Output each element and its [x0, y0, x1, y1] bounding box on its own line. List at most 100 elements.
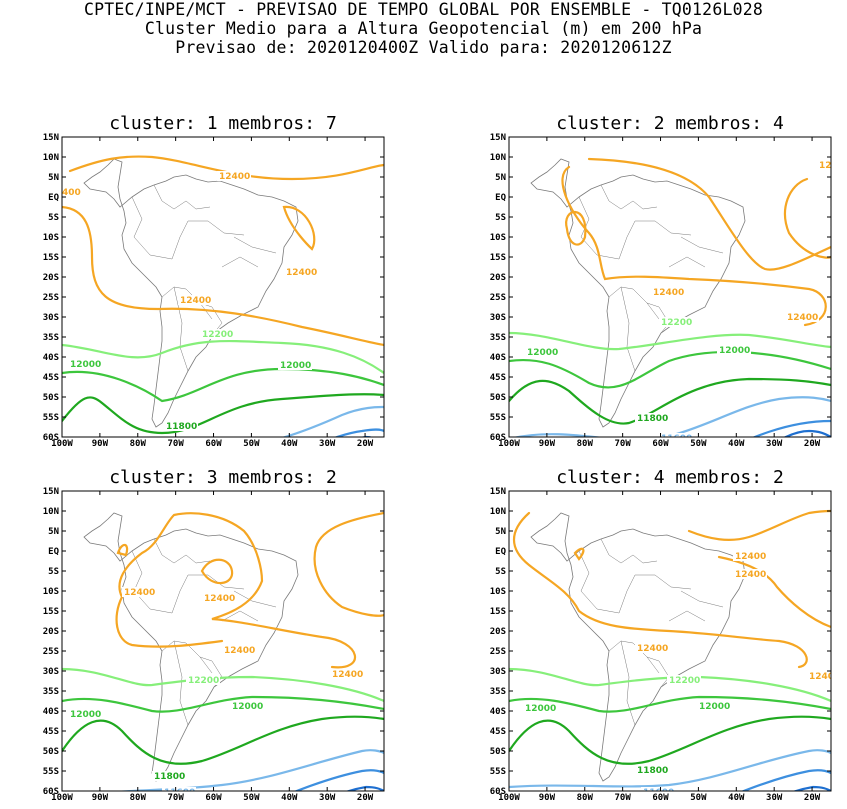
lat-tick-label: 5S: [48, 567, 59, 577]
country-border: [608, 640, 660, 674]
contour-label: 12400: [124, 588, 155, 598]
contour-label-bg: [651, 287, 685, 297]
country-border: [221, 610, 259, 622]
lon-tick-label: 90W: [539, 793, 556, 803]
lon-tick-label: 80W: [130, 793, 147, 803]
panel-title: cluster: 3 membros: 2: [109, 467, 337, 488]
lat-tick-label: 35S: [490, 333, 506, 343]
header-line-2: Cluster Medio para a Altura Geopotencial…: [144, 19, 703, 38]
country-border: [618, 220, 692, 260]
lon-tick-label: 60W: [652, 439, 669, 449]
contour-label: 12400: [735, 570, 766, 580]
lon-tick-label: 90W: [92, 793, 109, 803]
south-america-coastline: [83, 158, 299, 428]
lat-tick-label: 20S: [43, 627, 59, 637]
contour-label-bg: [217, 171, 251, 181]
lon-tick-label: 100W: [51, 439, 73, 449]
lat-tick-label: 10N: [43, 153, 59, 163]
contour-map: 12400 12400 12400 12400 12200 12000 12000 11800…: [490, 487, 832, 803]
country-border: [618, 574, 692, 614]
contour-line-12400: [115, 595, 224, 648]
lat-tick-label: 15N: [43, 487, 59, 497]
lat-tick-label: 10N: [43, 507, 59, 517]
contour-label-bg: [667, 675, 701, 685]
lon-tick-label: 30W: [319, 439, 336, 449]
lon-tick-label: 40W: [281, 439, 298, 449]
lon-tick-label: 50W: [690, 793, 707, 803]
contour-line-11600: [509, 749, 831, 789]
contour-label: 12000: [719, 346, 750, 356]
map-panel-cluster-3: cluster: 3 membros: 2 12400 12400 12400 124…: [0, 467, 400, 803]
country-border: [171, 574, 245, 614]
lat-tick-label: 20S: [490, 273, 506, 283]
contour-label: 12000: [699, 702, 730, 712]
contour-label-bg: [230, 701, 264, 711]
contour-label-bg: [68, 709, 102, 719]
contour-label: 400: [62, 188, 81, 198]
contour-line-11600: [112, 749, 384, 791]
country-border: [600, 184, 658, 210]
contour-label-bg: [178, 295, 212, 305]
contour-line-11200: [345, 785, 384, 791]
lat-tick-label: 40S: [490, 353, 506, 363]
lat-tick-label: 5N: [495, 173, 506, 183]
contour-line-12400: [68, 155, 384, 181]
contour-line-11200: [792, 785, 831, 791]
country-border: [233, 590, 277, 608]
lon-tick-label: 90W: [539, 439, 556, 449]
lon-tick-label: 20W: [804, 793, 821, 803]
contour-label-bg: [659, 433, 693, 437]
contour-label: 1240: [819, 161, 844, 171]
contour-line-12400: [118, 512, 357, 669]
lat-tick-label: 35S: [490, 687, 506, 697]
lat-tick-label: 45S: [43, 727, 59, 737]
lat-tick-label: 5N: [48, 173, 59, 183]
lat-tick-label: 30S: [490, 667, 506, 677]
lat-tick-label: 55S: [490, 413, 506, 423]
contour-line-12000: [509, 350, 831, 389]
lon-tick-label: 40W: [728, 439, 745, 449]
lat-tick-label: 60S: [43, 787, 59, 797]
contour-label-bg: [222, 645, 256, 655]
country-border: [620, 640, 636, 726]
contour-label-bg: [635, 643, 669, 653]
contour-label: 12000: [280, 361, 311, 371]
contour-label-bg: [635, 765, 669, 775]
country-border: [131, 196, 173, 260]
map-frame: [61, 490, 385, 792]
country-border: [221, 256, 259, 268]
contour-label-bg: [659, 317, 693, 327]
contour-line-12400: [513, 511, 808, 669]
lon-tick-label: 70W: [168, 793, 185, 803]
lon-tick-label: 60W: [205, 793, 222, 803]
contour-label: 11800: [154, 772, 185, 782]
contour-label: 11600: [661, 434, 692, 444]
country-border: [153, 538, 211, 564]
map-frame: [508, 136, 832, 438]
map-frame-group: 12400 12400 12400 12400 12200 12000 12000 11800…: [490, 487, 832, 803]
contour-label: 12000: [70, 360, 101, 370]
lat-tick-label: 15S: [490, 607, 506, 617]
lat-tick-label: 5S: [495, 567, 506, 577]
map-panel-cluster-1: cluster: 1 membros: 7 12400 400 12400 12400…: [0, 113, 400, 449]
lat-tick-label: 55S: [43, 767, 59, 777]
lat-tick-label: 15S: [490, 253, 506, 263]
lon-tick-label: 40W: [728, 793, 745, 803]
lon-tick-label: 50W: [243, 793, 260, 803]
lat-tick-label: 5S: [48, 213, 59, 223]
lon-tick-label: 80W: [130, 439, 147, 449]
lon-tick-label: 90W: [92, 439, 109, 449]
contour-label: 12200: [188, 676, 219, 686]
lat-tick-label: EQ: [48, 193, 59, 203]
contour-label-bg: [523, 703, 557, 713]
lon-tick-label: 30W: [319, 793, 336, 803]
lat-tick-label: 10S: [43, 233, 59, 243]
contour-line-11400: [333, 428, 384, 437]
contour-line-12400: [116, 543, 129, 557]
lat-tick-label: 20S: [490, 627, 506, 637]
lon-tick-label: 80W: [577, 439, 594, 449]
lat-tick-label: 15S: [43, 253, 59, 263]
header-line-3: Previsao de: 2020120400Z Valido para: 20…: [175, 38, 672, 57]
south-america-coastline: [83, 512, 299, 782]
